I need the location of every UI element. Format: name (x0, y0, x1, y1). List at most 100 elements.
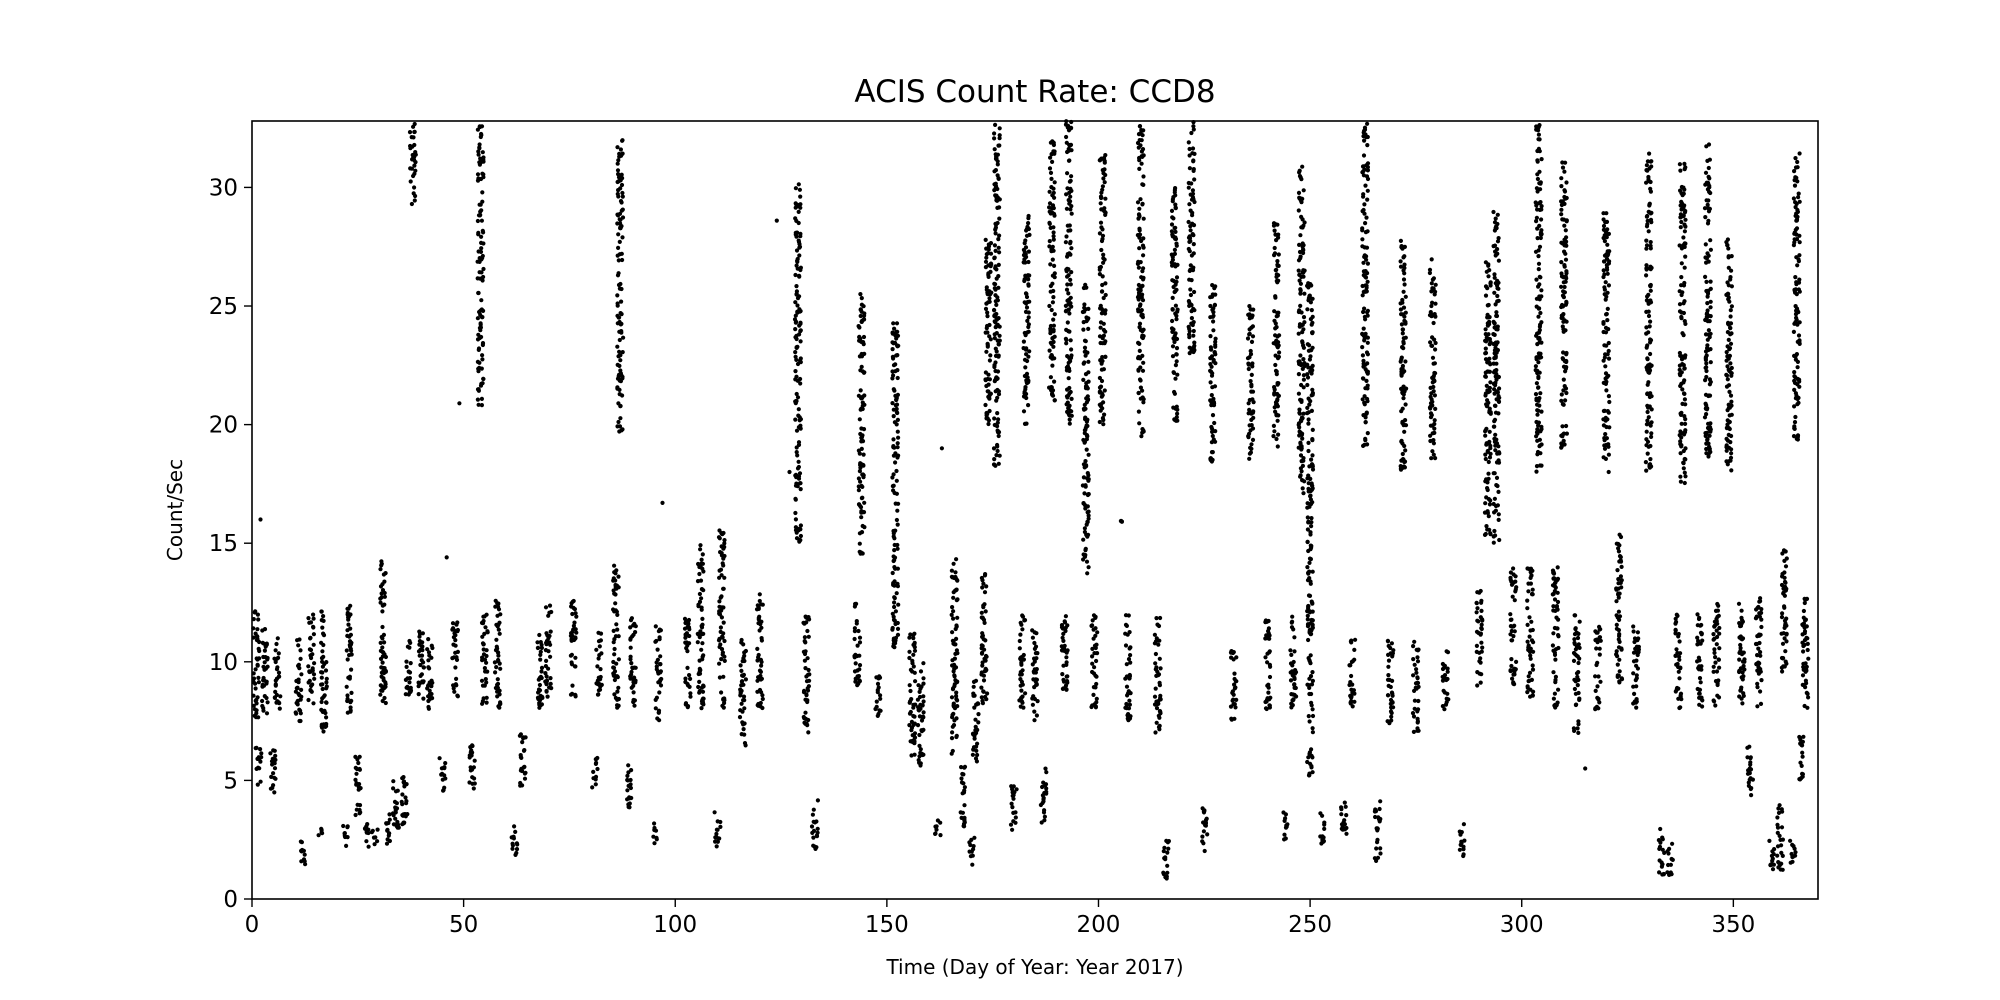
data-point (1361, 192, 1366, 197)
data-point (893, 621, 898, 627)
data-point (798, 527, 803, 532)
data-point (475, 178, 481, 183)
data-point (1402, 254, 1407, 259)
data-point (344, 684, 349, 689)
data-point (264, 711, 270, 716)
data-point (1377, 819, 1382, 824)
data-point (1138, 356, 1143, 361)
data-point (1477, 659, 1482, 664)
data-point (477, 259, 482, 264)
data-point (307, 669, 312, 675)
data-point (629, 685, 634, 690)
data-point (478, 134, 483, 140)
data-point (1310, 483, 1315, 488)
data-point (413, 160, 418, 165)
data-point (1298, 281, 1303, 286)
data-point (1362, 442, 1367, 447)
data-point (1344, 831, 1349, 836)
data-point (306, 680, 311, 685)
data-point (805, 698, 810, 703)
data-point (1048, 375, 1053, 380)
data-point (1302, 320, 1307, 325)
data-point (1136, 265, 1141, 270)
data-point (1401, 346, 1406, 351)
data-point (968, 854, 974, 859)
data-point (1458, 832, 1463, 837)
data-point (479, 298, 484, 303)
data-point (475, 359, 480, 364)
data-point (1051, 295, 1056, 300)
data-point (426, 704, 431, 710)
data-point (1306, 285, 1311, 290)
data-point (1401, 392, 1406, 397)
data-point (1479, 600, 1484, 605)
data-point (1352, 647, 1357, 653)
data-point (907, 649, 912, 654)
data-point (480, 683, 486, 688)
data-point (1083, 384, 1089, 389)
data-point (615, 697, 620, 702)
data-point (1174, 317, 1179, 322)
data-point (698, 578, 704, 583)
data-point (598, 638, 604, 643)
data-point (299, 672, 304, 677)
data-point (618, 221, 623, 226)
data-point (659, 676, 664, 682)
data-point (1296, 268, 1301, 273)
data-point (1137, 321, 1143, 326)
data-point (700, 616, 705, 622)
data-point (656, 680, 661, 685)
data-point (997, 126, 1002, 131)
data-point (874, 699, 879, 704)
data-point (699, 706, 704, 711)
data-point (874, 704, 879, 710)
data-point (1083, 353, 1088, 358)
data-point (1305, 411, 1310, 416)
data-point (1483, 350, 1489, 356)
data-point (1272, 318, 1277, 323)
data-point (962, 765, 967, 770)
data-point (1428, 415, 1434, 420)
data-point (996, 262, 1001, 267)
data-point (451, 686, 456, 691)
data-point (894, 468, 899, 474)
data-point (476, 249, 481, 254)
data-point (861, 452, 866, 457)
data-point (895, 441, 900, 446)
data-point (548, 676, 553, 681)
data-point (613, 634, 619, 639)
data-point (475, 218, 480, 224)
data-point (656, 710, 661, 715)
data-point (718, 595, 723, 600)
data-point (311, 642, 316, 647)
data-point (1310, 770, 1315, 775)
data-point (619, 299, 624, 304)
data-point (1085, 533, 1090, 539)
data-point (298, 697, 303, 702)
data-point (921, 676, 926, 681)
data-point (1234, 655, 1239, 660)
data-point (1496, 258, 1501, 263)
data-point (614, 622, 619, 627)
data-point (1169, 229, 1174, 234)
data-point (714, 831, 719, 837)
data-point (442, 765, 447, 770)
data-point (1013, 810, 1018, 815)
data-point (479, 234, 484, 239)
data-point (1360, 244, 1365, 249)
data-point (1042, 814, 1047, 819)
data-point (1066, 329, 1071, 334)
data-point (1266, 618, 1271, 624)
data-point (1268, 695, 1273, 700)
data-point (891, 407, 896, 412)
data-point (758, 622, 763, 627)
data-point (1090, 661, 1095, 666)
data-point (1273, 333, 1278, 338)
data-point (1210, 433, 1215, 439)
data-point (1067, 251, 1072, 256)
data-point (1432, 337, 1437, 342)
data-point (1362, 402, 1367, 407)
data-point (391, 786, 396, 791)
data-point (382, 670, 387, 676)
data-point (1245, 356, 1251, 361)
